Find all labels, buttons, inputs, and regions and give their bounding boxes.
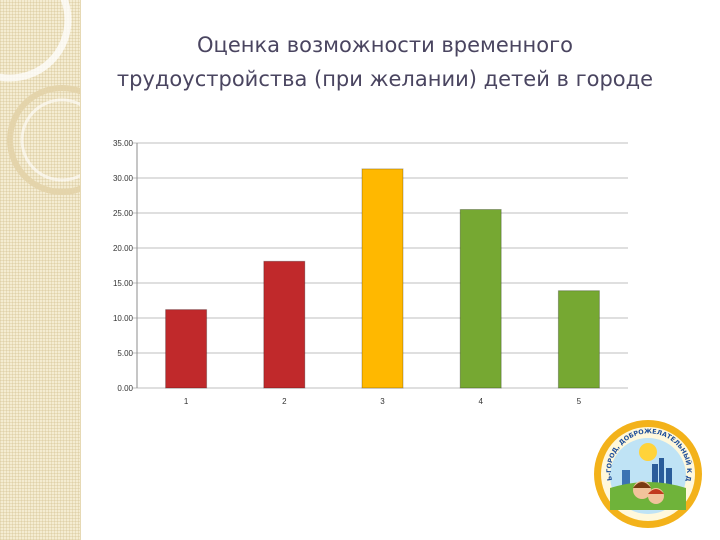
x-tick-label: 2 xyxy=(282,397,287,406)
decorative-side-strip xyxy=(0,0,81,540)
y-tick-label: 0.00 xyxy=(117,384,133,393)
x-tick-label: 3 xyxy=(380,397,385,406)
y-tick-label: 30.00 xyxy=(113,174,134,183)
y-tick-label: 5.00 xyxy=(117,349,133,358)
x-tick-label: 1 xyxy=(184,397,189,406)
bar xyxy=(263,260,306,389)
bar xyxy=(361,168,404,389)
y-tick-label: 25.00 xyxy=(113,209,134,218)
y-tick-label: 35.00 xyxy=(113,139,134,148)
city-logo-icon: ПЕРМЬ-ГОРОД, ДОБРОЖЕЛАТЕЛЬНЫЙ К ДЕТЯМ xyxy=(592,418,702,528)
bar xyxy=(557,290,600,389)
y-tick-label: 15.00 xyxy=(113,279,134,288)
x-tick-label: 5 xyxy=(577,397,582,406)
x-tick-label: 4 xyxy=(478,397,483,406)
decorative-circles-icon xyxy=(0,0,80,195)
title-line-2: трудоустройства (при желании) детей в го… xyxy=(116,67,654,91)
title-line-1: Оценка возможности временного xyxy=(197,33,573,57)
y-tick-label: 10.00 xyxy=(113,314,134,323)
bar xyxy=(165,309,208,389)
slide-title: Оценка возможности временного трудоустро… xyxy=(90,28,680,96)
y-tick-label: 20.00 xyxy=(113,244,134,253)
bar xyxy=(459,209,502,389)
